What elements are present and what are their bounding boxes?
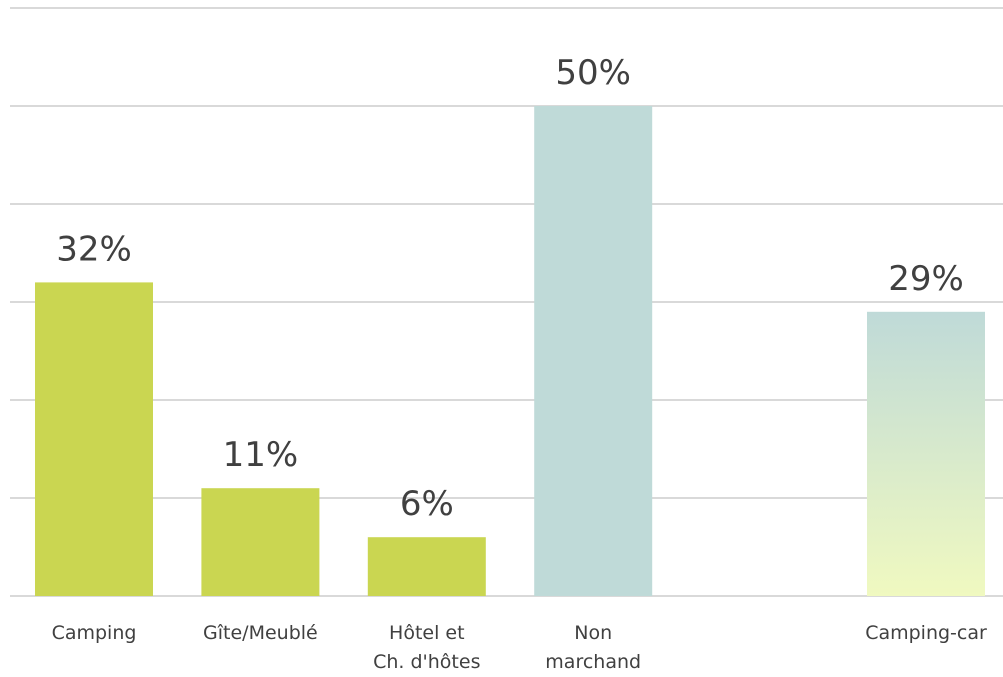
x-tick-label: Non marchand — [545, 622, 642, 673]
value-label: 50% — [555, 53, 631, 93]
bar — [534, 106, 653, 596]
bar — [35, 282, 153, 596]
bar — [201, 488, 320, 596]
x-tick-label: Camping — [51, 622, 137, 644]
value-label: 6% — [400, 484, 454, 524]
x-tick-label: Gîte/Meublé — [203, 622, 318, 644]
value-label: 11% — [223, 435, 299, 475]
bar — [367, 537, 486, 596]
x-tick-label: Camping-car — [865, 622, 987, 644]
bar — [867, 311, 985, 596]
value-label: 29% — [888, 259, 964, 299]
x-tick-label: Hôtel et Ch. d'hôtes — [373, 622, 481, 673]
value-label: 32% — [56, 229, 132, 269]
